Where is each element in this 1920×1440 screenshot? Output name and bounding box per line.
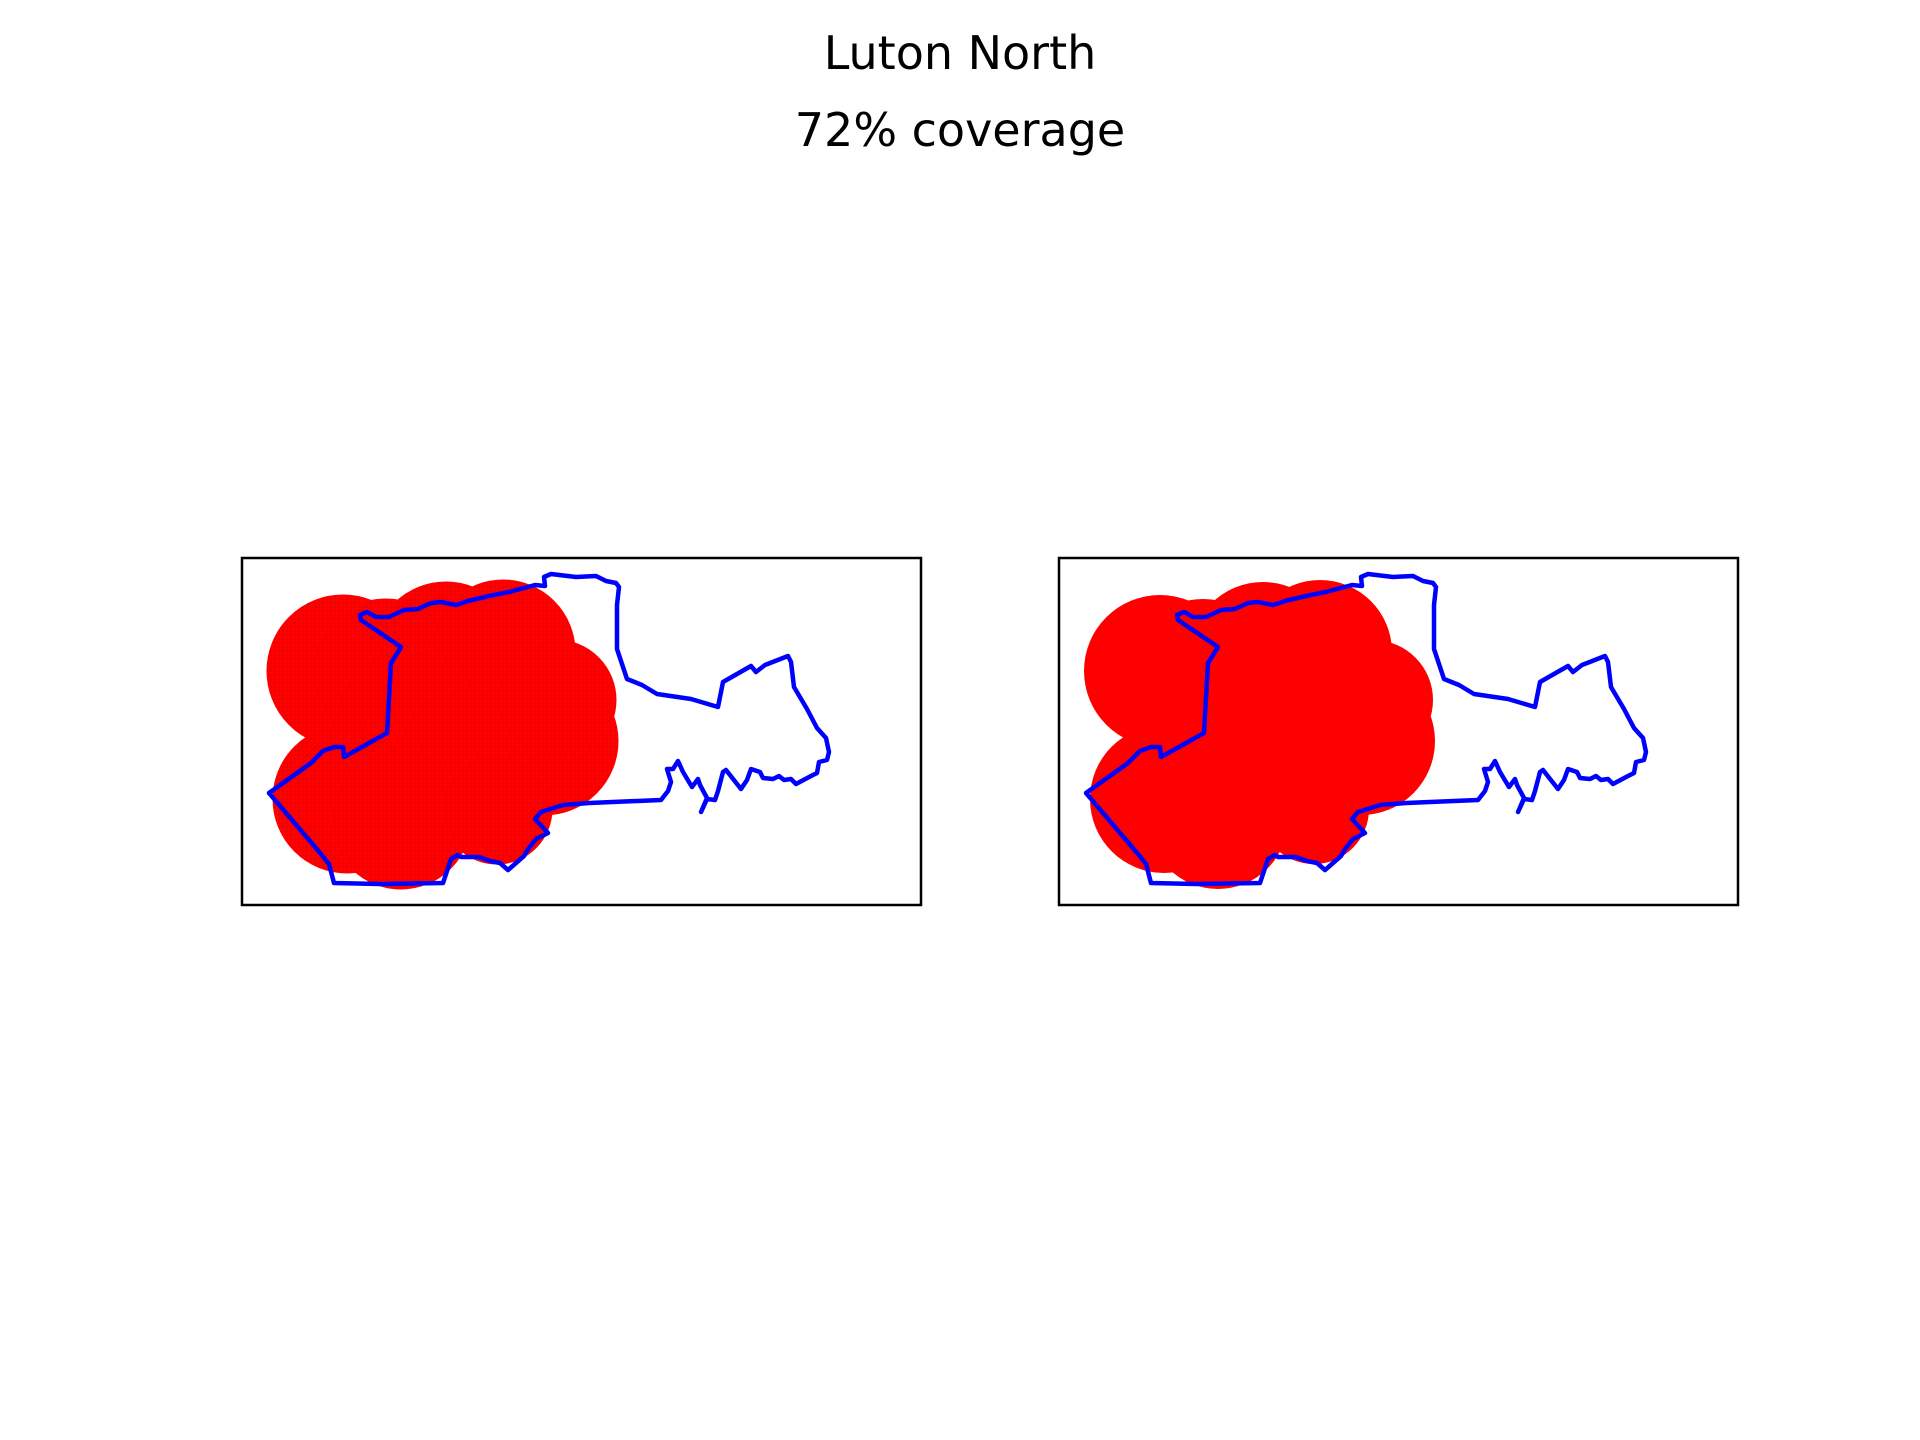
map-title: Luton North [823, 26, 1097, 80]
constituency-boundary [266, 571, 832, 887]
map-panel-left [240, 556, 923, 907]
coverage-circle [495, 639, 617, 761]
constituency-boundary [1083, 571, 1649, 887]
coverage-circle [441, 753, 553, 865]
coverage-union [1084, 580, 1435, 889]
map-panel-right [1057, 556, 1740, 907]
coverage-subtitle: 72% coverage [794, 103, 1126, 157]
